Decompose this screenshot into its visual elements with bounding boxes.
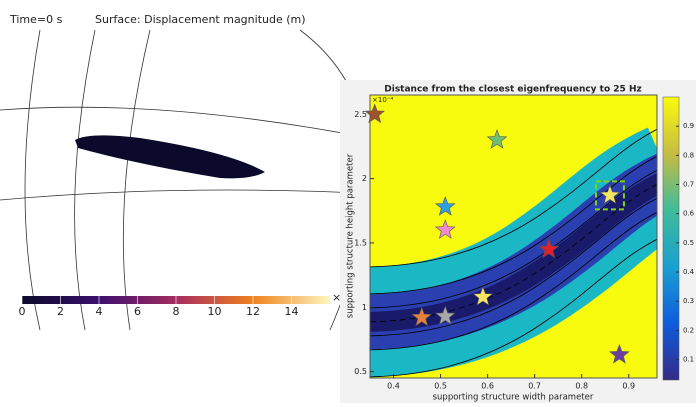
colorbar-tick-label: 0.3 (683, 297, 694, 305)
x-tick-label: 0.6 (481, 382, 494, 391)
colorbar-tick-label: 12 (246, 305, 260, 318)
x-tick-label: 0.9 (622, 382, 635, 391)
colorbar-tick-label: 8 (173, 305, 180, 318)
y-tick-label: 1.5 (354, 238, 367, 247)
x-tick-label: 0.7 (528, 382, 541, 391)
colorbar-tick-label: 2 (57, 305, 64, 318)
colorbar-tick-label: 0.8 (683, 151, 694, 159)
colorbar-tick-label: 0 (19, 305, 26, 318)
figure: Time=0 s Surface: Displacement magnitude… (0, 0, 696, 403)
contour-field (360, 95, 670, 378)
deformed-body (75, 135, 265, 178)
time-label: Time=0 s (9, 13, 63, 26)
colorbar-tick-label: 14 (285, 305, 299, 318)
y-axis-label: supporting structure height parameter (346, 153, 356, 318)
x-tick-label: 0.8 (575, 382, 588, 391)
page: Time=0 s Surface: Displacement magnitude… (0, 0, 696, 407)
y-multiplier: ×10⁻⁴ (372, 96, 393, 104)
colorbar-tick-label: 0.6 (683, 210, 695, 218)
colorbar (663, 97, 679, 380)
colorbar-tick-label: 6 (134, 305, 141, 318)
colorbar-tick-label: 0.5 (683, 239, 694, 247)
colorbar-tick-label: 0.1 (683, 356, 694, 364)
x-axis-label: supporting structure width parameter (433, 393, 594, 403)
colorbar-tick-label: 0.9 (683, 122, 694, 130)
x-tick-label: 0.4 (387, 382, 400, 391)
colorbar-tick-label: 4 (96, 305, 103, 318)
y-tick-label: 2 (362, 174, 367, 183)
colorbar-tick-label: 0.7 (683, 181, 694, 189)
y-tick-label: 1 (362, 303, 367, 312)
surface-title: Surface: Displacement magnitude (m) (95, 13, 306, 26)
plot-title: Distance from the closest eigenfrequency… (384, 85, 641, 95)
colorbar-tick-label: 0.4 (683, 268, 695, 276)
colorbar-tick-label: 0.2 (683, 326, 694, 334)
x-tick-label: 0.5 (434, 382, 447, 391)
colorbar-tick-label: 10 (208, 305, 222, 318)
y-tick-label: 0.5 (354, 367, 367, 376)
